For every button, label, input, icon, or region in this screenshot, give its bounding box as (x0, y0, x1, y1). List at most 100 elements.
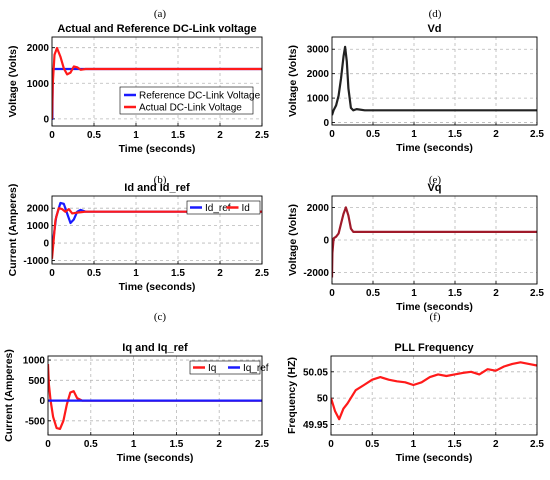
y-axis-label: Frequency (HZ) (286, 357, 298, 434)
y-axis-label: Current (Amperes) (3, 349, 15, 442)
tick-label-x: 0 (49, 268, 55, 279)
plot-frame (330, 355, 538, 436)
x-axis-label: Time (seconds) (119, 281, 196, 293)
legend-label: Actual DC-Link Voltage (139, 103, 242, 114)
chart-panel: (f) PLL Frequency 0 0.5 1 1.5 2 2.5 49.95 50 50.05… (286, 311, 544, 464)
panel-label: (e) (429, 174, 442, 186)
tick-label-y: 0 (323, 118, 329, 129)
tick-label-x: 1 (411, 288, 417, 299)
legend-box (119, 86, 254, 115)
series-line (332, 45, 537, 116)
x-axis-label: Time (seconds) (396, 452, 473, 464)
tick-label-x: 1.5 (448, 288, 462, 299)
tick-label-x: 2.5 (255, 130, 269, 141)
tick-label-y: 49.95 (303, 420, 328, 431)
plot-area (332, 37, 537, 125)
panel-label: (a) (154, 8, 167, 20)
plot-frame (51, 195, 263, 265)
tick-label-y: 50.05 (303, 367, 328, 378)
chart-title: Id and Id_ref (124, 182, 190, 194)
tick-label-x: 2.5 (530, 129, 544, 140)
tick-label-y: 1000 (27, 221, 50, 232)
tick-label-y: 1000 (27, 79, 50, 90)
tick-label-x: 0 (329, 129, 335, 140)
panel-label: (c) (154, 311, 167, 323)
tick-label-x: 0.5 (365, 439, 379, 450)
tick-label-x: 1.5 (448, 439, 462, 450)
tick-label-y: 1000 (307, 94, 330, 105)
tick-label-y: -2000 (303, 268, 329, 279)
plot-area (331, 356, 537, 435)
y-axis-label: Voltage (Volts) (287, 45, 299, 117)
series-line (331, 361, 537, 421)
plot-frame (331, 36, 538, 126)
panel-label: (f) (430, 311, 441, 323)
x-axis-label: Time (seconds) (396, 301, 473, 313)
plot-frame (47, 355, 263, 436)
legend-box (189, 360, 261, 375)
chart-panel: (d) Vd 0 0.5 1 1.5 2 2.5 0 1000 2000 3000 Time (seco… (287, 8, 544, 154)
legend-label: Id_ref (205, 203, 231, 214)
tick-label-x: 0.5 (87, 130, 101, 141)
tick-label-y: 0 (39, 396, 45, 407)
tick-label-y: 2000 (307, 69, 330, 80)
tick-label-y: 0 (323, 236, 329, 247)
y-axis-label: Current (Amperes) (7, 184, 19, 277)
tick-label-x: 0.5 (87, 268, 101, 279)
tick-label-x: 2 (216, 439, 222, 450)
tick-label-x: 1 (411, 439, 417, 450)
tick-label-y: -1000 (23, 256, 49, 267)
legend: Iq Iq_ref (189, 360, 269, 375)
tick-label-x: 0 (329, 288, 335, 299)
tick-label-y: 3000 (307, 45, 330, 56)
tick-label-x: 0 (45, 439, 51, 450)
tick-label-x: 2.5 (255, 439, 269, 450)
plot-frame (331, 195, 538, 285)
legend-label: Iq_ref (243, 363, 269, 374)
tick-label-x: 2 (493, 288, 499, 299)
legend-label: Id (242, 203, 250, 214)
tick-label-x: 2.5 (255, 268, 269, 279)
tick-label-x: 0.5 (84, 439, 98, 450)
legend: Id_ref Id (186, 200, 261, 215)
x-axis-label: Time (seconds) (117, 452, 194, 464)
chart-title: Vq (427, 182, 441, 194)
tick-label-y: 2000 (307, 203, 330, 214)
tick-label-x: 0 (49, 130, 55, 141)
tick-label-x: 1 (133, 268, 139, 279)
tick-label-y: 2000 (27, 204, 50, 215)
tick-label-y: -500 (25, 416, 45, 427)
tick-label-x: 1.5 (169, 439, 183, 450)
tick-label-x: 1 (131, 439, 137, 450)
plot-frame (51, 36, 263, 127)
chart-title: Vd (427, 23, 441, 35)
y-axis-label: Voltage (Volts) (287, 204, 299, 276)
tick-label-x: 0 (328, 439, 334, 450)
legend-label: Reference DC-Link Voltage (139, 91, 261, 102)
chart-title: PLL Frequency (394, 342, 474, 354)
x-axis-label: Time (seconds) (119, 143, 196, 155)
series-line (332, 206, 537, 278)
tick-label-x: 0.5 (366, 288, 380, 299)
series-line (52, 46, 262, 119)
tick-label-y: 50 (317, 394, 329, 405)
tick-label-y: 1000 (23, 356, 46, 367)
tick-label-y: 500 (28, 376, 45, 387)
tick-label-y: 0 (43, 239, 49, 250)
legend-label: Iq (208, 363, 216, 374)
tick-label-y: 0 (43, 114, 49, 125)
tick-label-x: 2.5 (530, 288, 544, 299)
tick-label-x: 1.5 (171, 130, 185, 141)
chart-title: Iq and Iq_ref (122, 342, 188, 354)
x-axis-label: Time (seconds) (396, 142, 473, 154)
panel-label: (d) (429, 8, 442, 20)
chart-panel: (a) Actual and Reference DC-Link voltage 0… (7, 8, 269, 155)
legend-box (186, 200, 261, 215)
tick-label-x: 2 (493, 129, 499, 140)
tick-label-x: 2 (217, 130, 223, 141)
chart-title: Actual and Reference DC-Link voltage (57, 23, 256, 35)
